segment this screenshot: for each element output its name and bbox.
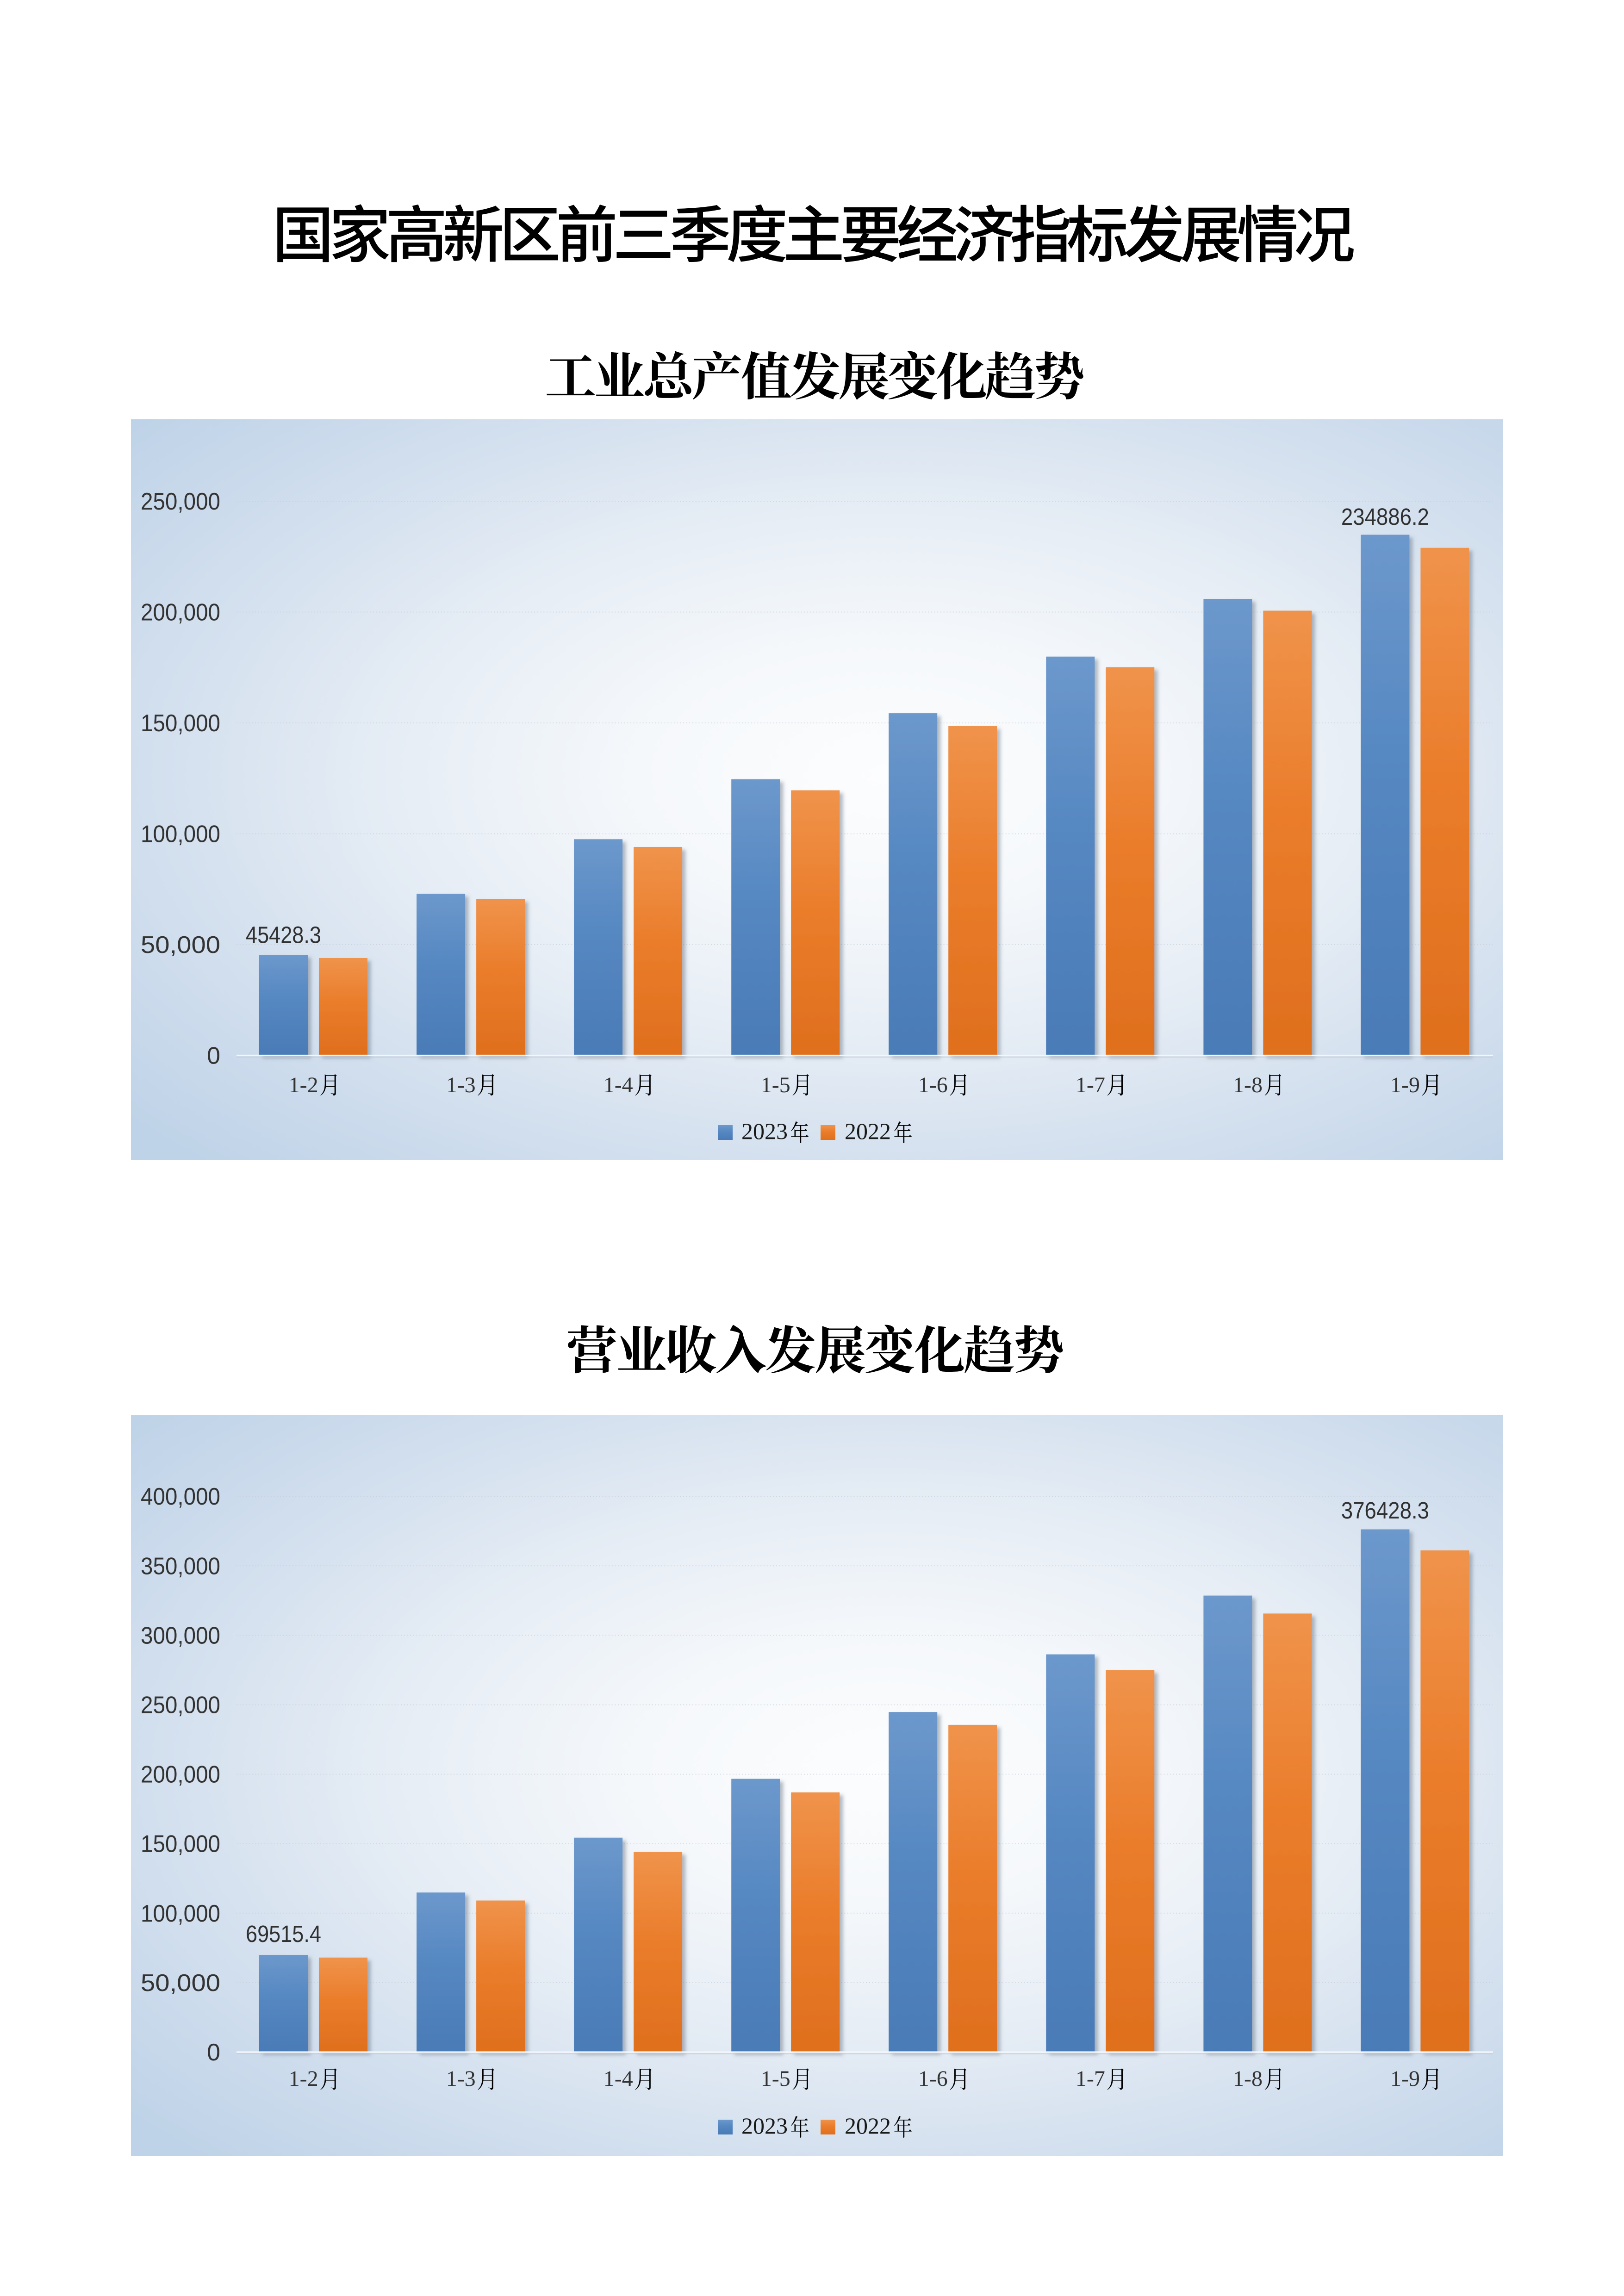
svg-text:2022: 2022 bbox=[845, 2113, 891, 2139]
svg-text:1-7: 1-7 bbox=[1076, 1073, 1105, 1097]
svg-text:200,000: 200,000 bbox=[141, 1761, 220, 1788]
svg-text:200,000: 200,000 bbox=[141, 599, 220, 626]
svg-text:1-6: 1-6 bbox=[918, 2066, 948, 2091]
svg-text:50,000: 50,000 bbox=[141, 932, 220, 958]
svg-text:100,000: 100,000 bbox=[141, 1900, 220, 1927]
svg-text:2023: 2023 bbox=[741, 1118, 788, 1144]
svg-text:45428.3: 45428.3 bbox=[246, 921, 321, 948]
svg-text:300,000: 300,000 bbox=[141, 1622, 220, 1649]
svg-text:1-2: 1-2 bbox=[289, 1073, 318, 1097]
svg-text:50,000: 50,000 bbox=[141, 1970, 220, 1997]
svg-text:0: 0 bbox=[207, 1043, 220, 1070]
svg-text:1-9: 1-9 bbox=[1390, 1073, 1420, 1097]
svg-text:250,000: 250,000 bbox=[141, 488, 220, 515]
svg-text:150,000: 150,000 bbox=[141, 1831, 220, 1858]
svg-text:1-5: 1-5 bbox=[761, 2066, 790, 2091]
svg-text:1-3: 1-3 bbox=[446, 2066, 476, 2091]
svg-text:1-2: 1-2 bbox=[289, 2066, 318, 2091]
svg-text:1-6: 1-6 bbox=[918, 1073, 948, 1097]
svg-text:1-5: 1-5 bbox=[761, 1073, 790, 1097]
svg-text:234886.2: 234886.2 bbox=[1341, 504, 1429, 530]
svg-text:100,000: 100,000 bbox=[141, 821, 220, 848]
svg-text:1-8: 1-8 bbox=[1233, 2066, 1263, 2091]
svg-text:69515.4: 69515.4 bbox=[246, 1921, 321, 1947]
svg-text:376428.3: 376428.3 bbox=[1341, 1497, 1429, 1524]
svg-text:1-4: 1-4 bbox=[604, 2066, 633, 2091]
svg-text:250,000: 250,000 bbox=[141, 1692, 220, 1719]
svg-text:1-4: 1-4 bbox=[604, 1073, 633, 1097]
svg-text:1-3: 1-3 bbox=[446, 1073, 476, 1097]
svg-text:2023: 2023 bbox=[741, 2113, 788, 2139]
svg-text:2022: 2022 bbox=[845, 1118, 891, 1144]
svg-text:1-9: 1-9 bbox=[1390, 2066, 1420, 2091]
svg-text:1-8: 1-8 bbox=[1233, 1073, 1263, 1097]
svg-text:400,000: 400,000 bbox=[141, 1483, 220, 1510]
svg-text:0: 0 bbox=[207, 2039, 220, 2066]
svg-text:350,000: 350,000 bbox=[141, 1553, 220, 1580]
svg-text:150,000: 150,000 bbox=[141, 710, 220, 737]
svg-text:1-7: 1-7 bbox=[1076, 2066, 1105, 2091]
